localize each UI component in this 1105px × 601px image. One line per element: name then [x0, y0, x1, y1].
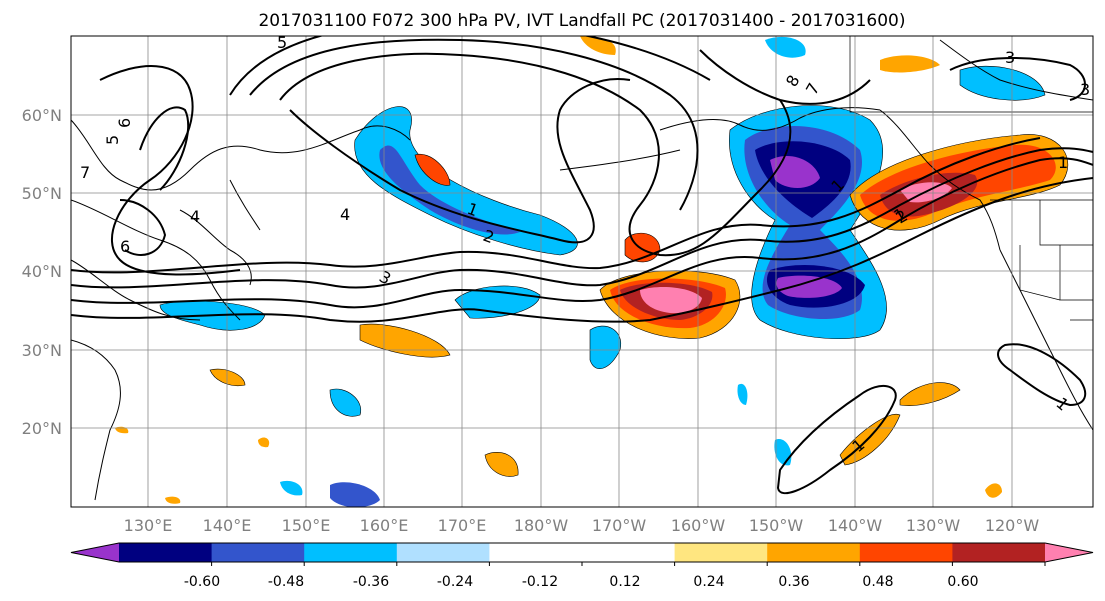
lon-label: 170°E [438, 516, 487, 535]
anomaly-blob [985, 483, 1002, 498]
contour-label: 6 [115, 118, 134, 128]
anomaly-blob [484, 452, 519, 477]
contour-label: 7 [80, 163, 90, 182]
colorbar-tick-label: 0.36 [778, 574, 809, 590]
anomaly-blob [899, 382, 961, 406]
colorbar-segment [396, 543, 490, 562]
anomaly-blob [414, 153, 451, 186]
lon-label: 160°W [671, 516, 726, 535]
colorbar-tick-label: 0.48 [862, 574, 893, 590]
colorbar-tick-label: -0.36 [353, 574, 389, 590]
anomaly-blob [354, 106, 578, 256]
colorbar-segment [767, 543, 861, 562]
colorbar-segment [211, 543, 305, 562]
figure-title: 2017031100 F072 300 hPa PV, IVT Landfall… [258, 11, 905, 31]
colorbar-extend-min [71, 543, 119, 562]
colorbar-segment [582, 543, 676, 562]
lon-label: 140°E [203, 516, 252, 535]
colorbar-tick-label: 0.24 [693, 574, 724, 590]
colorbar-tick-label: -0.60 [184, 574, 220, 590]
lon-label: 130°E [124, 516, 173, 535]
colorbar [70, 542, 1094, 566]
colorbar-outline [70, 542, 1094, 563]
lon-label: 140°W [828, 516, 883, 535]
colorbar-segment [489, 543, 583, 562]
contour-label: 3 [1005, 48, 1015, 67]
lon-label: 160°E [360, 516, 409, 535]
lat-label: 20°N [22, 419, 62, 438]
lon-label: 150°E [282, 516, 331, 535]
contour-label: 3 [1080, 80, 1090, 99]
anomaly-blob [640, 286, 702, 314]
anomaly-blob [330, 482, 380, 507]
anomaly-blob [165, 496, 181, 504]
lon-label: 120°W [985, 516, 1040, 535]
colorbar-extend-max [1045, 543, 1093, 562]
map-panel [71, 36, 1093, 507]
colorbar-segment [119, 543, 213, 562]
colorbar-tick-labels: -0.60 -0.48 -0.36 -0.24 -0.12 0.12 0.24 … [184, 574, 979, 590]
anomaly-blob [379, 145, 520, 235]
anomaly-blob [770, 156, 820, 188]
anomaly-blob [209, 368, 246, 387]
contour-label: 4 [340, 205, 350, 224]
anomaly-blob [776, 275, 842, 298]
anomaly-blob [359, 323, 451, 358]
colorbar-tick-label: 0.60 [947, 574, 978, 590]
anomaly-blob [329, 388, 362, 417]
positive-anomaly-shading [115, 36, 1069, 504]
lon-label: 170°W [592, 516, 647, 535]
anomaly-blob [959, 65, 1046, 101]
longitude-labels: 130°E 140°E 150°E 160°E 170°E 180°W 170°… [124, 516, 1040, 535]
lon-label: 130°W [906, 516, 961, 535]
colorbar-segment [304, 543, 398, 562]
anomaly-blob [258, 437, 270, 448]
map-border [70, 35, 1094, 508]
contour-label: 1 [1058, 153, 1068, 172]
lat-label: 30°N [22, 341, 62, 360]
lon-label: 150°W [749, 516, 804, 535]
colorbar-tick-label: -0.24 [437, 574, 473, 590]
colorbar-tick-label: 0.12 [609, 574, 640, 590]
anomaly-blob [880, 55, 940, 73]
latitude-labels: 60°N 50°N 40°N 30°N 20°N [22, 106, 62, 438]
anomaly-blob [115, 426, 129, 434]
colorbar-tick-label: -0.48 [268, 574, 304, 590]
contour-label: 6 [120, 237, 130, 256]
anomaly-blob [737, 383, 748, 405]
pv-contours [71, 36, 1093, 495]
lat-label: 60°N [22, 106, 62, 125]
gridlines [71, 36, 1093, 507]
colorbar-segment [952, 543, 1046, 562]
contour-label: 5 [103, 135, 122, 145]
lon-label: 180°W [514, 516, 569, 535]
lat-label: 40°N [22, 262, 62, 281]
anomaly-blob [280, 480, 303, 496]
colorbar-tick-label: -0.12 [522, 574, 558, 590]
contour-label: 5 [277, 33, 287, 52]
lat-label: 50°N [22, 184, 62, 203]
anomaly-blob [765, 36, 806, 58]
colorbar-segment [859, 543, 953, 562]
colorbar-segment [674, 543, 768, 562]
contour-label: 4 [190, 207, 200, 226]
